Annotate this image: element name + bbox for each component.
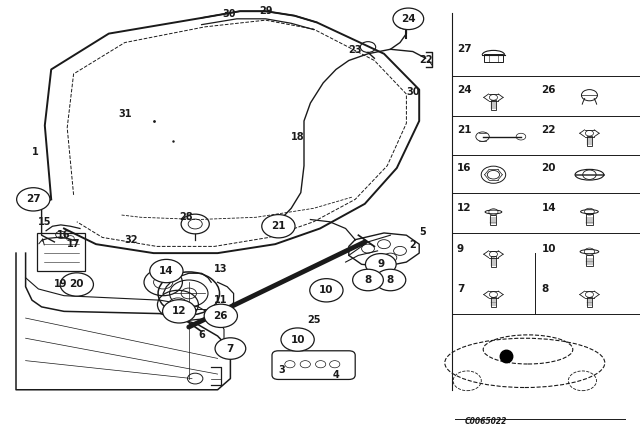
Circle shape — [365, 254, 396, 275]
Text: 27: 27 — [457, 44, 472, 54]
Text: 9: 9 — [457, 244, 464, 254]
Circle shape — [310, 279, 343, 302]
Circle shape — [262, 215, 295, 238]
Text: 3: 3 — [278, 365, 285, 375]
Text: 30: 30 — [222, 9, 236, 19]
Text: 16: 16 — [57, 230, 71, 240]
Text: 7: 7 — [227, 344, 234, 353]
Text: 21: 21 — [457, 125, 472, 135]
Circle shape — [204, 304, 237, 327]
Text: 13: 13 — [214, 264, 228, 274]
Text: 32: 32 — [124, 235, 138, 245]
Text: 8: 8 — [541, 284, 548, 294]
Circle shape — [375, 269, 406, 291]
Text: 22: 22 — [419, 56, 433, 65]
Text: 21: 21 — [271, 221, 285, 231]
Text: 10: 10 — [319, 285, 333, 295]
Text: 26: 26 — [541, 85, 556, 95]
Text: 16: 16 — [457, 163, 472, 173]
Text: 26: 26 — [214, 311, 228, 321]
Text: 27: 27 — [26, 194, 40, 204]
Circle shape — [353, 269, 383, 291]
Text: 17: 17 — [67, 239, 81, 249]
Text: 24: 24 — [401, 14, 415, 24]
Circle shape — [150, 259, 183, 283]
Circle shape — [17, 188, 50, 211]
Text: 18: 18 — [291, 132, 305, 142]
Text: C0065022: C0065022 — [465, 417, 507, 426]
Text: 29: 29 — [259, 6, 273, 16]
Text: 28: 28 — [179, 212, 193, 222]
Circle shape — [393, 8, 424, 30]
Circle shape — [215, 338, 246, 359]
Text: 14: 14 — [541, 203, 556, 213]
Text: 25: 25 — [307, 315, 321, 325]
Text: 5: 5 — [419, 227, 426, 237]
Text: 19: 19 — [54, 280, 68, 289]
Text: 24: 24 — [457, 85, 472, 95]
Text: 8: 8 — [364, 275, 372, 285]
Text: 6: 6 — [198, 330, 205, 340]
Text: 15: 15 — [38, 217, 52, 227]
Text: 14: 14 — [159, 266, 173, 276]
Text: 20: 20 — [541, 163, 556, 173]
Text: 10: 10 — [291, 335, 305, 345]
Text: 8: 8 — [387, 275, 394, 285]
Text: 4: 4 — [333, 370, 339, 380]
Text: 20: 20 — [70, 280, 84, 289]
Text: 12: 12 — [172, 306, 186, 316]
Text: 11: 11 — [214, 295, 228, 305]
Circle shape — [163, 300, 196, 323]
Text: 10: 10 — [541, 244, 556, 254]
Text: 12: 12 — [457, 203, 472, 213]
Text: 7: 7 — [457, 284, 465, 294]
Text: 9: 9 — [377, 259, 385, 269]
Circle shape — [60, 273, 93, 296]
Circle shape — [281, 328, 314, 351]
Text: 31: 31 — [118, 109, 132, 119]
Text: 30: 30 — [406, 87, 420, 97]
Text: 1: 1 — [32, 147, 38, 157]
Text: 22: 22 — [541, 125, 556, 135]
Text: 2: 2 — [410, 240, 416, 250]
Text: 23: 23 — [348, 45, 362, 55]
